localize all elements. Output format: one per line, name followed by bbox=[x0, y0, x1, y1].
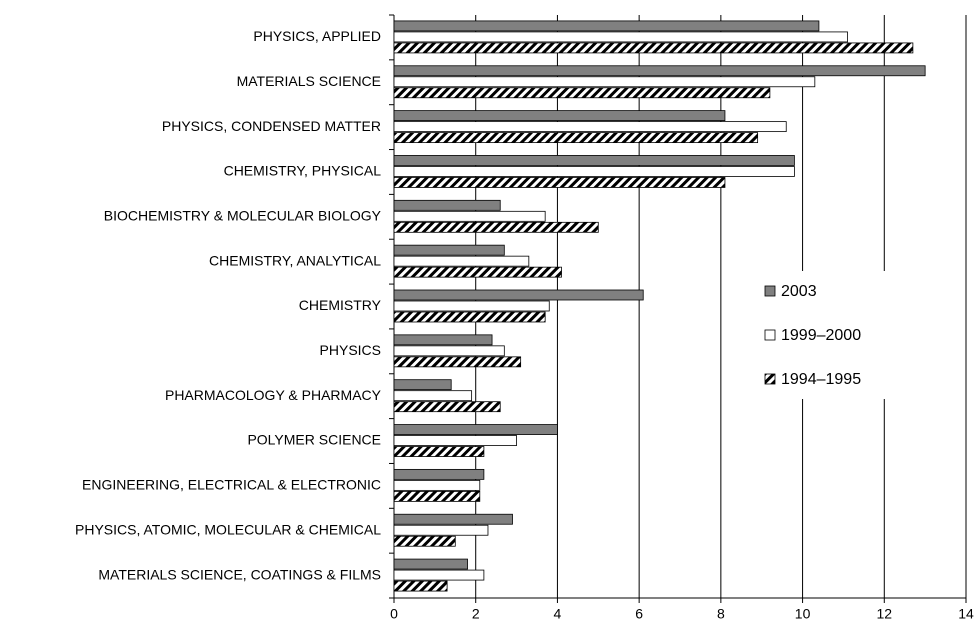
x-tick-label: 12 bbox=[876, 606, 892, 622]
y-tick-label: MATERIALS SCIENCE bbox=[237, 73, 381, 89]
bar bbox=[393, 221, 599, 233]
bar bbox=[393, 255, 530, 267]
legend-label: 1999–2000 bbox=[781, 327, 861, 344]
x-tick-label: 8 bbox=[717, 606, 725, 622]
legend-label: 1994–1995 bbox=[781, 371, 861, 388]
y-tick-label: PHYSICS, APPLIED bbox=[253, 28, 381, 44]
bar bbox=[393, 334, 493, 346]
bar bbox=[393, 244, 505, 256]
x-tick-label: 0 bbox=[390, 606, 398, 622]
legend-swatch bbox=[764, 285, 776, 297]
bar bbox=[393, 468, 485, 480]
bar bbox=[393, 121, 787, 133]
bar bbox=[393, 379, 452, 391]
bar bbox=[393, 356, 522, 368]
bar bbox=[393, 210, 546, 222]
bar bbox=[393, 166, 795, 177]
bar bbox=[393, 558, 468, 570]
bar bbox=[393, 300, 550, 312]
bar bbox=[393, 535, 456, 547]
bar bbox=[393, 513, 513, 525]
bar bbox=[393, 580, 448, 592]
bar bbox=[393, 20, 820, 32]
x-tick-label: 10 bbox=[795, 606, 811, 622]
y-tick-label: PHYSICS, ATOMIC, MOLECULAR & CHEMICAL bbox=[75, 521, 381, 537]
y-tick-label: CHEMISTRY bbox=[299, 297, 382, 313]
legend-background bbox=[757, 271, 907, 399]
bar bbox=[393, 199, 501, 211]
y-tick-label: PHYSICS bbox=[320, 342, 381, 358]
bar bbox=[393, 490, 481, 502]
x-tick-label: 4 bbox=[554, 606, 562, 622]
bar bbox=[393, 569, 485, 581]
bar bbox=[393, 446, 485, 457]
bar bbox=[393, 435, 517, 446]
bar bbox=[393, 65, 926, 77]
bar bbox=[393, 155, 795, 166]
bar bbox=[393, 390, 473, 402]
y-tick-label: PHYSICS, CONDENSED MATTER bbox=[162, 118, 381, 134]
bar bbox=[393, 132, 759, 144]
legend-swatch bbox=[764, 329, 776, 341]
y-tick-label: PHARMACOLOGY & PHARMACY bbox=[165, 387, 382, 403]
y-tick-label: POLYMER SCIENCE bbox=[247, 432, 381, 448]
legend-swatch bbox=[764, 373, 776, 385]
bar bbox=[393, 524, 489, 536]
y-tick-label: BIOCHEMISTRY & MOLECULAR BIOLOGY bbox=[104, 208, 382, 224]
bar bbox=[393, 401, 501, 413]
x-tick-label: 6 bbox=[635, 606, 643, 622]
x-tick-label: 14 bbox=[958, 606, 974, 622]
bar bbox=[393, 479, 481, 491]
y-tick-label: ENGINEERING, ELECTRICAL & ELECTRONIC bbox=[82, 477, 381, 493]
y-tick-label: CHEMISTRY, ANALYTICAL bbox=[209, 252, 381, 268]
bar bbox=[393, 76, 816, 88]
bar bbox=[393, 266, 562, 278]
bar bbox=[393, 31, 848, 43]
bar bbox=[393, 311, 546, 323]
bar bbox=[393, 424, 558, 435]
bar bbox=[393, 177, 726, 188]
bar bbox=[393, 42, 914, 54]
bar bbox=[393, 87, 771, 99]
bar bbox=[393, 110, 726, 122]
y-tick-label: MATERIALS SCIENCE, COATINGS & FILMS bbox=[98, 566, 381, 582]
bar bbox=[393, 289, 644, 301]
bar bbox=[393, 345, 505, 357]
y-tick-label: CHEMISTRY, PHYSICAL bbox=[224, 163, 382, 179]
legend-label: 2003 bbox=[781, 283, 817, 300]
x-tick-label: 2 bbox=[472, 606, 480, 622]
